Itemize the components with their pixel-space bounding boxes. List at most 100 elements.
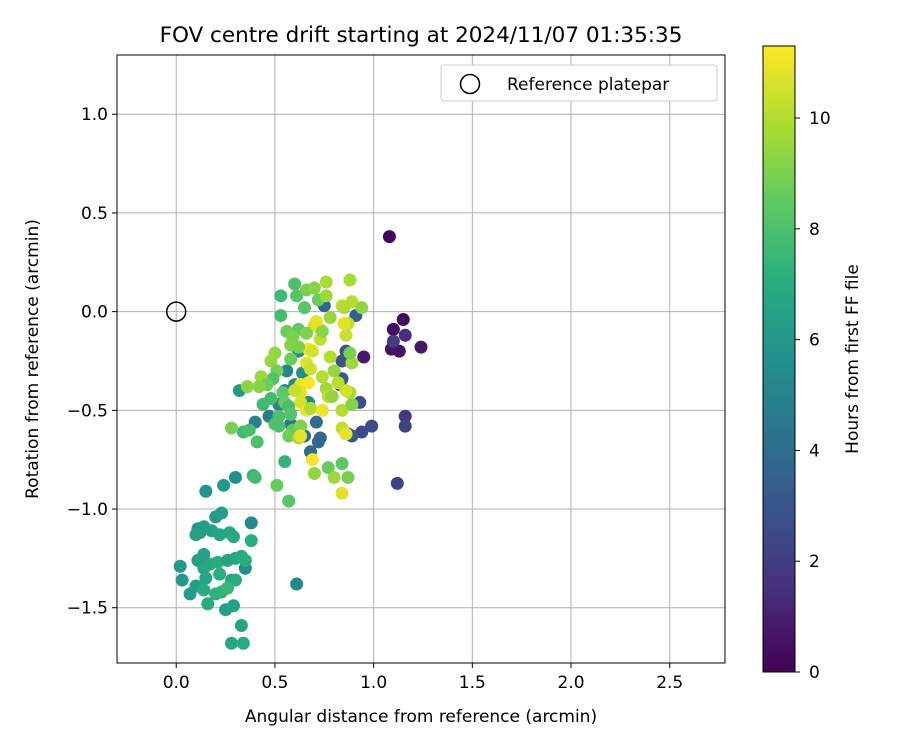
data-point (244, 534, 258, 548)
data-point (197, 583, 211, 597)
legend-reference-marker (459, 73, 481, 95)
y-tick-label: −1.5 (67, 599, 108, 619)
plot-frame (116, 54, 726, 664)
y-tick-label: 0.5 (81, 204, 108, 224)
data-point (242, 423, 256, 437)
data-point (189, 528, 203, 542)
data-point (341, 470, 355, 484)
data-point (355, 425, 369, 439)
data-point (345, 295, 359, 309)
data-point (315, 370, 329, 384)
x-tick-label: 2.5 (656, 673, 683, 693)
data-point (276, 386, 290, 400)
data-point (392, 344, 406, 358)
data-point (335, 403, 349, 417)
y-tick-label: 1.0 (81, 105, 108, 125)
data-point (199, 571, 213, 585)
data-point (307, 466, 321, 480)
data-point (398, 419, 412, 433)
data-point (345, 397, 359, 411)
data-point (365, 419, 379, 433)
data-points (173, 230, 428, 650)
data-point (343, 346, 357, 360)
data-point (305, 453, 319, 467)
y-tick-label: −0.5 (67, 401, 108, 421)
data-point (274, 309, 288, 323)
data-point (294, 419, 308, 433)
data-point (294, 429, 308, 443)
data-point (339, 328, 353, 342)
data-point (335, 354, 349, 368)
data-point (228, 470, 242, 484)
legend: Reference platepar (440, 64, 718, 102)
data-point (234, 618, 248, 632)
data-point (311, 435, 325, 449)
colorbar (762, 45, 796, 673)
colorbar-tick-label: 4 (809, 441, 820, 461)
data-point (386, 334, 400, 348)
data-point (224, 636, 238, 650)
data-point (325, 390, 339, 404)
data-point (272, 419, 286, 433)
data-point (278, 455, 292, 469)
colorbar-tick-label: 2 (809, 552, 820, 572)
data-point (282, 429, 296, 443)
data-point (282, 494, 296, 508)
data-point (199, 484, 213, 498)
x-tick-label: 1.5 (459, 673, 486, 693)
data-point (213, 567, 227, 581)
y-tick-label: 0.0 (81, 303, 108, 323)
data-point (228, 573, 242, 587)
data-point (386, 322, 400, 336)
data-point (197, 547, 211, 561)
chart-title: FOV centre drift starting at 2024/11/07 … (160, 23, 683, 48)
data-point (303, 401, 317, 415)
x-axis-label: Angular distance from reference (arcmin) (245, 707, 597, 727)
data-point (319, 275, 333, 289)
data-point (240, 380, 254, 394)
data-point (319, 289, 333, 303)
data-point (414, 340, 428, 354)
data-point (244, 516, 258, 530)
data-point (173, 559, 187, 573)
data-point (335, 457, 349, 471)
data-point (301, 376, 315, 390)
y-tick-label: −1.0 (67, 500, 108, 520)
data-point (331, 376, 345, 390)
data-point (290, 577, 304, 591)
data-point (339, 427, 353, 441)
data-point (327, 470, 341, 484)
data-point (248, 470, 262, 484)
data-point (343, 273, 357, 287)
data-point (270, 478, 284, 492)
data-point (292, 340, 306, 354)
colorbar-ticks: 0 2 4 6 8 10 (795, 109, 831, 683)
data-point (288, 384, 302, 398)
data-point (264, 391, 278, 405)
data-point (323, 350, 337, 364)
data-point (175, 573, 189, 587)
colorbar-label: Hours from first FF file (843, 264, 863, 454)
data-point (339, 384, 353, 398)
data-point (309, 314, 323, 328)
x-tick-label: 0.0 (163, 673, 190, 693)
data-point (201, 597, 215, 611)
data-point (217, 478, 231, 492)
y-axis-label: Rotation from reference (arcmin) (23, 219, 43, 499)
data-point (280, 364, 294, 378)
data-point (307, 281, 321, 295)
legend-box (440, 64, 718, 102)
data-point (290, 289, 304, 303)
data-point (274, 289, 288, 303)
data-point (238, 553, 252, 567)
data-point (382, 230, 396, 244)
data-point (357, 350, 371, 364)
data-point (226, 530, 240, 544)
data-point (321, 461, 335, 475)
colorbar-tick-label: 8 (809, 220, 820, 240)
data-point (355, 301, 369, 315)
data-point (284, 352, 298, 366)
x-tick-label: 0.5 (261, 673, 288, 693)
data-point (211, 555, 225, 569)
